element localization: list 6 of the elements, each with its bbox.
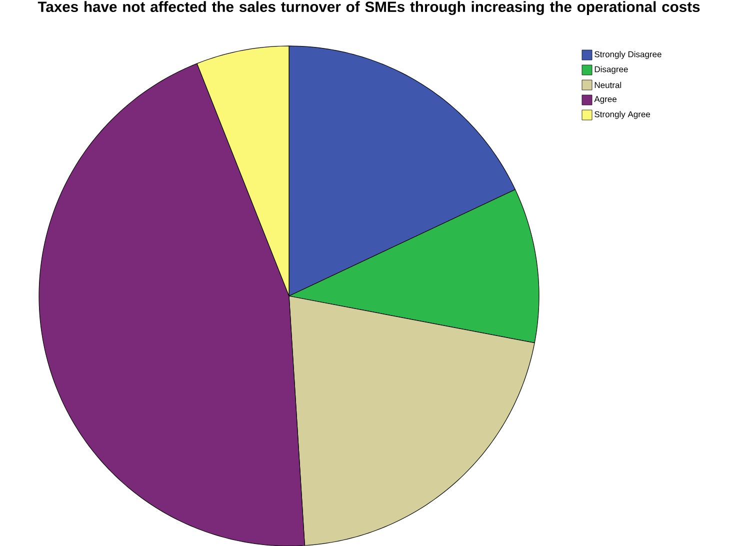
legend-label: Agree [594,96,616,104]
chart-title: Taxes have not affected the sales turnover of SMEs through increasing the operational costs [38,1,700,15]
legend-label: Disagree [594,66,628,74]
legend-label: Neutral [594,82,622,88]
legend-label: Strongly Disagree [594,50,662,59]
legend-label: Strongly Agree [594,110,650,119]
